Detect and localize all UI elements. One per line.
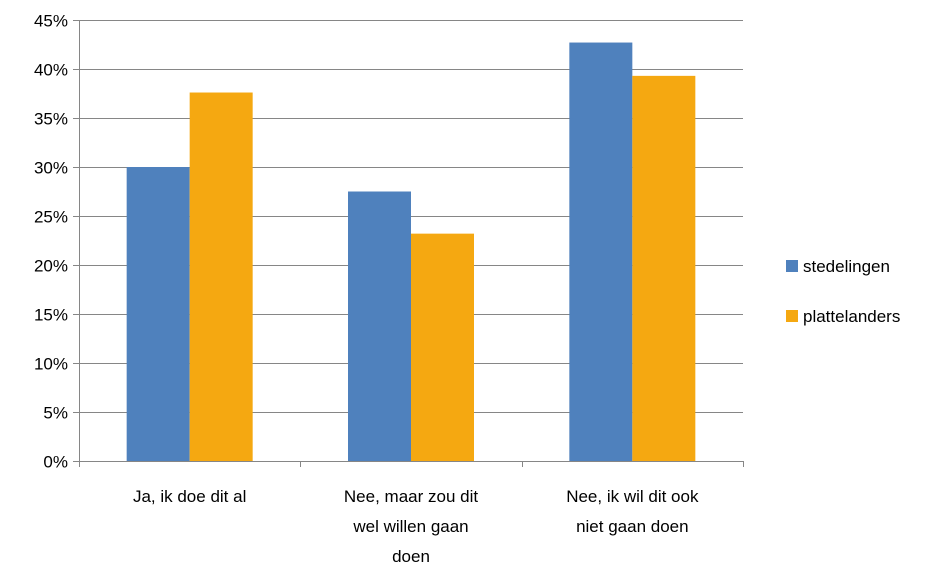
bar-stedelingen <box>348 191 411 461</box>
bar-stedelingen <box>126 167 190 461</box>
y-axis-tick-labels: 0% 5% 10% 15% 20% 25% 30% 35% 40% 45% <box>34 12 68 472</box>
x-category-label: doen <box>392 547 430 566</box>
legend: stedelingen plattelanders <box>786 257 900 326</box>
legend-swatch-plattelanders <box>786 310 798 322</box>
y-tick-label: 0% <box>43 453 68 472</box>
y-tick-label: 35% <box>34 110 68 129</box>
legend-label-stedelingen: stedelingen <box>803 257 890 276</box>
bar-plattelanders <box>411 233 474 461</box>
x-category-label: Ja, ik doe dit al <box>133 487 246 506</box>
x-category-label: wel willen gaan <box>352 517 468 536</box>
y-tick-label: 15% <box>34 306 68 325</box>
y-tick-label: 10% <box>34 355 68 374</box>
legend-swatch-stedelingen <box>786 260 798 272</box>
bar-stedelingen <box>569 42 633 461</box>
y-tick-label: 20% <box>34 257 68 276</box>
y-tick-label: 25% <box>34 208 68 227</box>
x-category-label: niet gaan doen <box>576 517 689 536</box>
x-category-label: Nee, ik wil dit ook <box>566 487 699 506</box>
y-tick-label: 30% <box>34 159 68 178</box>
y-tick-label: 5% <box>43 404 68 423</box>
axes <box>73 20 744 467</box>
y-tick-label: 40% <box>34 61 68 80</box>
x-axis-category-labels: Ja, ik doe dit al Nee, maar zou dit wel wi… <box>133 487 699 566</box>
x-category-label: Nee, maar zou dit <box>344 487 478 506</box>
bars <box>126 42 696 462</box>
y-tick-label: 45% <box>34 12 68 31</box>
bar-plattelanders <box>632 75 696 462</box>
bar-plattelanders <box>189 92 253 462</box>
legend-label-plattelanders: plattelanders <box>803 307 900 326</box>
